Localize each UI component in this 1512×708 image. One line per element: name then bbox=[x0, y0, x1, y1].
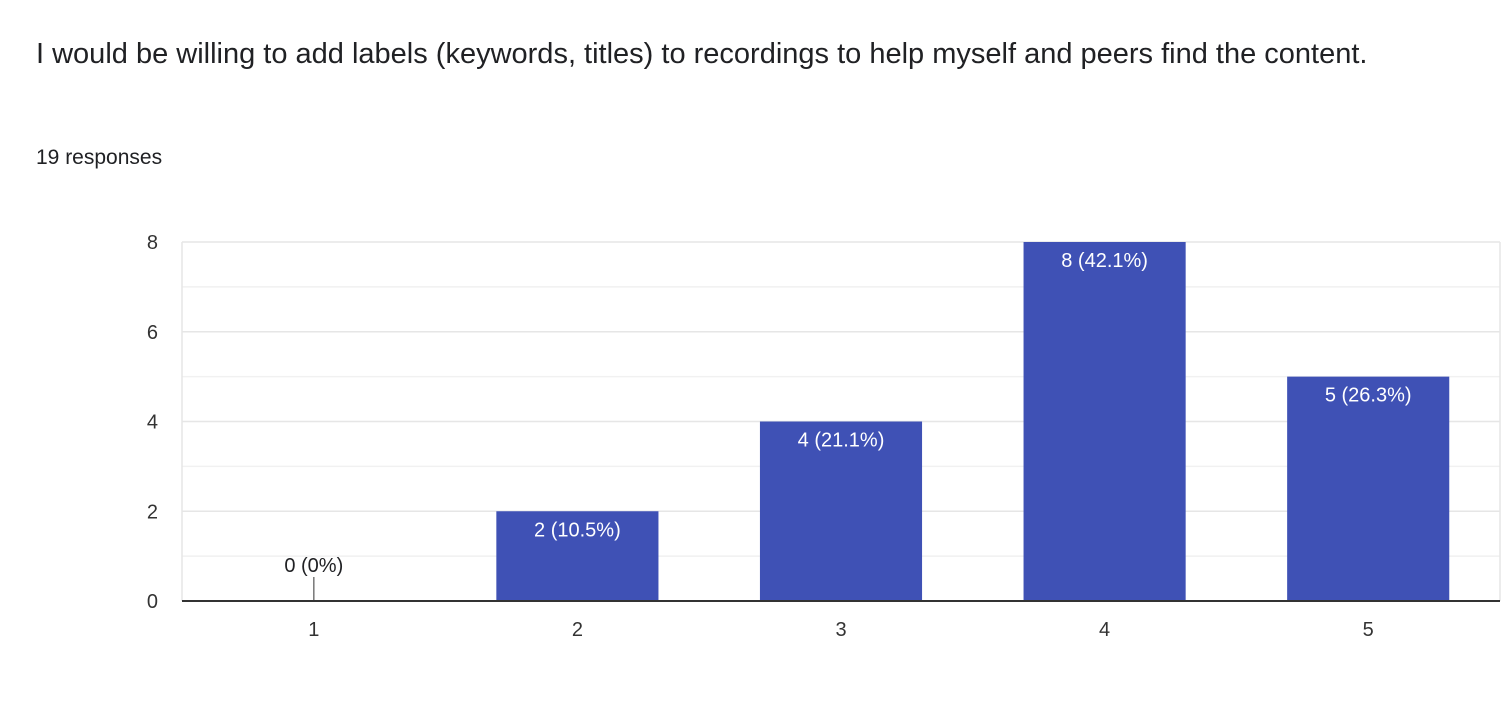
bar-data-label: 5 (26.3%) bbox=[1325, 385, 1412, 407]
x-tick-label: 1 bbox=[308, 619, 319, 641]
bar-data-label: 8 (42.1%) bbox=[1061, 250, 1148, 272]
x-tick-label: 3 bbox=[835, 619, 846, 641]
bar bbox=[1023, 242, 1186, 601]
chart-labels: 0 2 4 6 8 0 (0%) 1 2 (10.5%) 2 4 (21.1%) 3 8 (42.1%… bbox=[147, 232, 1412, 641]
chart-bars bbox=[313, 242, 1450, 601]
response-count: 19 responses bbox=[36, 146, 163, 169]
bar bbox=[759, 421, 923, 601]
question-title: I would be willing to add labels (keywor… bbox=[36, 38, 1368, 70]
bar bbox=[496, 511, 659, 601]
bar bbox=[1287, 376, 1450, 601]
y-tick-label: 6 bbox=[147, 322, 158, 344]
y-tick-label: 0 bbox=[147, 591, 158, 613]
bar-data-label: 4 (21.1%) bbox=[798, 430, 885, 452]
y-tick-label: 4 bbox=[147, 412, 158, 434]
x-tick-label: 5 bbox=[1363, 619, 1374, 641]
x-tick-label: 4 bbox=[1099, 619, 1110, 641]
y-tick-label: 2 bbox=[147, 501, 158, 523]
y-tick-label: 8 bbox=[147, 232, 158, 254]
bar-data-label: 0 (0%) bbox=[284, 555, 343, 577]
bar-data-label: 2 (10.5%) bbox=[534, 519, 621, 541]
x-tick-label: 2 bbox=[572, 619, 583, 641]
